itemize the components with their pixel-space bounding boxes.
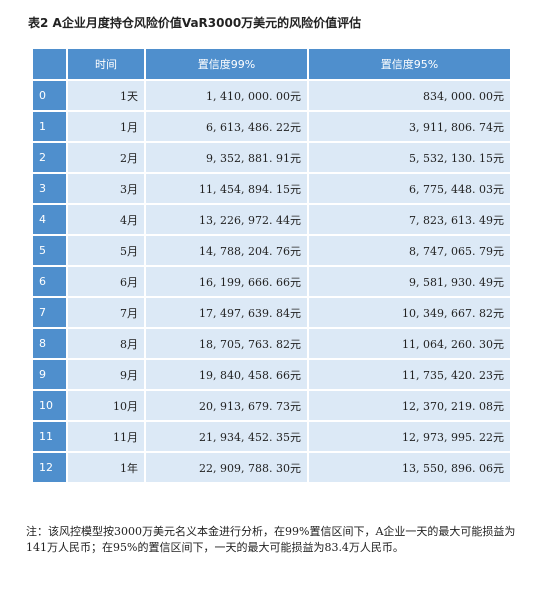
header-var95: 置信度95% [309,49,510,79]
var-table: 时间 置信度99% 置信度95% 0 1天 1, 410, 000. 00元 834,… [31,47,512,484]
var99-cell: 22, 909, 788. 30元 [146,453,307,482]
row-index-cell: 9 [33,360,66,389]
table-row: 7 7月 17, 497, 639. 84元 10, 349, 667. 82元 [33,298,510,327]
period-cell: 7月 [68,298,144,327]
var95-cell: 8, 747, 065. 79元 [309,236,510,265]
row-index-cell: 3 [33,174,66,203]
table-row: 11 11月 21, 934, 452. 35元 12, 973, 995. 22元 [33,422,510,451]
table-row: 0 1天 1, 410, 000. 00元 834, 000. 00元 [33,81,510,110]
var95-cell: 3, 911, 806. 74元 [309,112,510,141]
var99-cell: 19, 840, 458. 66元 [146,360,307,389]
row-index-cell: 8 [33,329,66,358]
table-caption: 表2 A企业月度持仓风险价值VaR3000万美元的风险价值评估 [28,16,362,30]
var99-cell: 1, 410, 000. 00元 [146,81,307,110]
var99-cell: 20, 913, 679. 73元 [146,391,307,420]
table-row: 8 8月 18, 705, 763. 82元 11, 064, 260. 30元 [33,329,510,358]
table-row: 6 6月 16, 199, 666. 66元 9, 581, 930. 49元 [33,267,510,296]
header-var99: 置信度99% [146,49,307,79]
footnote: 注：该风控模型按3000万美元名义本金进行分析，在99%置信区间下，A企业一天的… [26,525,516,554]
period-cell: 1年 [68,453,144,482]
var95-cell: 13, 550, 896. 06元 [309,453,510,482]
var99-cell: 6, 613, 486. 22元 [146,112,307,141]
table-row: 10 10月 20, 913, 679. 73元 12, 370, 219. 08元 [33,391,510,420]
table-body: 0 1天 1, 410, 000. 00元 834, 000. 00元 1 1月 6, 61… [33,81,510,482]
period-cell: 1月 [68,112,144,141]
table-header-row: 时间 置信度99% 置信度95% [33,49,510,79]
var95-cell: 834, 000. 00元 [309,81,510,110]
period-cell: 1天 [68,81,144,110]
var95-cell: 10, 349, 667. 82元 [309,298,510,327]
row-index-cell: 1 [33,112,66,141]
var99-cell: 9, 352, 881. 91元 [146,143,307,172]
period-cell: 10月 [68,391,144,420]
period-cell: 2月 [68,143,144,172]
row-index-cell: 12 [33,453,66,482]
var95-cell: 5, 532, 130. 15元 [309,143,510,172]
period-cell: 8月 [68,329,144,358]
row-index-cell: 10 [33,391,66,420]
var95-cell: 6, 775, 448. 03元 [309,174,510,203]
var95-cell: 11, 064, 260. 30元 [309,329,510,358]
var95-cell: 12, 370, 219. 08元 [309,391,510,420]
row-index-cell: 0 [33,81,66,110]
var95-cell: 7, 823, 613. 49元 [309,205,510,234]
var95-cell: 11, 735, 420. 23元 [309,360,510,389]
header-index [33,49,66,79]
period-cell: 6月 [68,267,144,296]
row-index-cell: 7 [33,298,66,327]
table-row: 4 4月 13, 226, 972. 44元 7, 823, 613. 49元 [33,205,510,234]
table-row: 1 1月 6, 613, 486. 22元 3, 911, 806. 74元 [33,112,510,141]
var99-cell: 21, 934, 452. 35元 [146,422,307,451]
period-cell: 5月 [68,236,144,265]
var99-cell: 13, 226, 972. 44元 [146,205,307,234]
table-row: 9 9月 19, 840, 458. 66元 11, 735, 420. 23元 [33,360,510,389]
period-cell: 3月 [68,174,144,203]
var95-cell: 12, 973, 995. 22元 [309,422,510,451]
row-index-cell: 6 [33,267,66,296]
table-row: 3 3月 11, 454, 894. 15元 6, 775, 448. 03元 [33,174,510,203]
var99-cell: 11, 454, 894. 15元 [146,174,307,203]
row-index-cell: 4 [33,205,66,234]
period-cell: 9月 [68,360,144,389]
var99-cell: 18, 705, 763. 82元 [146,329,307,358]
period-cell: 4月 [68,205,144,234]
var99-cell: 16, 199, 666. 66元 [146,267,307,296]
row-index-cell: 2 [33,143,66,172]
header-period: 时间 [68,49,144,79]
table-row: 5 5月 14, 788, 204. 76元 8, 747, 065. 79元 [33,236,510,265]
period-cell: 11月 [68,422,144,451]
row-index-cell: 5 [33,236,66,265]
table-row: 12 1年 22, 909, 788. 30元 13, 550, 896. 06元 [33,453,510,482]
table-row: 2 2月 9, 352, 881. 91元 5, 532, 130. 15元 [33,143,510,172]
var99-cell: 14, 788, 204. 76元 [146,236,307,265]
var99-cell: 17, 497, 639. 84元 [146,298,307,327]
var95-cell: 9, 581, 930. 49元 [309,267,510,296]
row-index-cell: 11 [33,422,66,451]
